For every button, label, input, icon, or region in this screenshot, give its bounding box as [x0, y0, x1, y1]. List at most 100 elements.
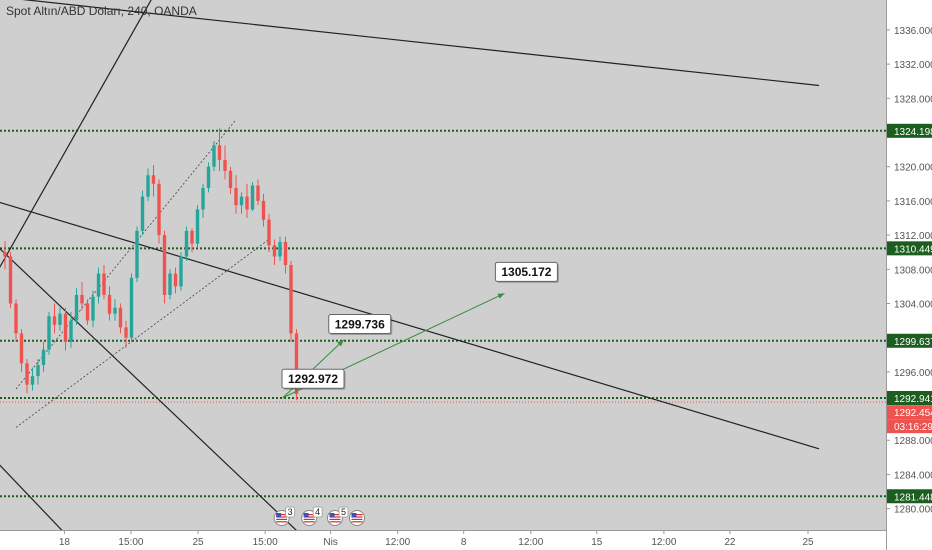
candle-body-52 [289, 265, 293, 334]
candle-body-53 [294, 333, 299, 395]
candle-body-15 [85, 303, 90, 321]
candle-body-6 [36, 365, 40, 377]
y-tick-label-9: 1316.000 [894, 197, 932, 208]
flag-stripe-0-0 [276, 514, 288, 516]
annotation-box-0 [281, 368, 345, 389]
price-axis[interactable]: 1280.0001284.0001288.0001292.0001296.000… [886, 0, 932, 550]
candle-body-2 [14, 303, 18, 334]
flag-stripe-1-1 [303, 516, 315, 518]
flag-canton-2 [329, 513, 335, 517]
us-flag-icon [349, 510, 365, 526]
flag-stripe-2-3 [329, 521, 341, 523]
flag-stripe-3-0 [351, 514, 363, 516]
current-price-tag [887, 405, 932, 420]
annotation-label-1: 1299.736 [335, 317, 385, 331]
candle-body-46 [256, 185, 260, 201]
x-tick-label-3: 15:00 [253, 537, 278, 548]
x-tick-label-7: 12:00 [518, 537, 543, 548]
candle-body-13 [74, 294, 79, 321]
event-count-1: 4 [315, 507, 320, 517]
projection-arrow-1 [497, 293, 505, 299]
candle-body-41 [228, 170, 233, 189]
candle-body-23 [129, 277, 134, 338]
level-tag-2 [887, 333, 932, 348]
channel-line-1 [15, 239, 270, 428]
y-tick-label-14: 1336.000 [894, 26, 932, 37]
y-tick-label-2: 1288.000 [894, 436, 932, 447]
candle-body-12 [69, 320, 73, 342]
candle-body-20 [113, 307, 117, 314]
horizontal-levels [0, 129, 886, 498]
x-tick-label-8: 15 [591, 537, 603, 548]
countdown-tag [887, 419, 932, 434]
countdown-label: 03:16:29 [894, 422, 932, 433]
candle-body-18 [102, 273, 106, 295]
trend-lines [0, 0, 820, 530]
x-tick-label-11: 25 [802, 537, 814, 548]
y-tick-label-1: 1284.000 [894, 470, 932, 481]
candle-body-48 [267, 219, 271, 246]
level-tag-1 [887, 241, 932, 256]
flag-stripe-0-1 [276, 516, 288, 518]
event-count-box-2 [338, 506, 349, 518]
candle-body-26 [146, 175, 150, 197]
flag-stripe-1-0 [303, 514, 315, 516]
flag-canton-3 [351, 513, 357, 517]
candle-body-50 [278, 241, 282, 257]
annotation-label-0: 1292.972 [288, 372, 338, 386]
flag-stripe-1-2 [303, 518, 315, 520]
candle-body-4 [25, 363, 29, 385]
trend-line-4 [0, 464, 63, 530]
candle-body-27 [151, 175, 156, 184]
time-axis-background [0, 530, 886, 550]
level-tag-label-3: 1292.941 [894, 394, 932, 405]
candle-body-14 [80, 294, 84, 304]
candle-body-49 [272, 245, 277, 257]
candle-body-29 [162, 235, 167, 295]
flag-canton-1 [303, 513, 309, 517]
x-tick-label-10: 22 [724, 537, 736, 548]
candle-body-47 [261, 200, 266, 220]
annotation-label-2: 1305.172 [501, 265, 551, 279]
trend-line-0 [21, 0, 820, 87]
candle-body-51 [283, 241, 288, 265]
y-tick-label-6: 1304.000 [894, 299, 932, 310]
candle-body-45 [250, 185, 255, 210]
candle-body-39 [217, 145, 222, 160]
candle-body-7 [41, 349, 46, 366]
candle-body-17 [96, 273, 101, 297]
flag-stripe-0-3 [276, 521, 288, 523]
candle-body-25 [140, 196, 145, 231]
candle-body-0 [3, 252, 7, 257]
candle-body-11 [63, 313, 68, 342]
candle-body-9 [52, 316, 57, 325]
candle-body-31 [173, 273, 178, 287]
candle-body-38 [212, 145, 216, 167]
trend-line-1 [0, 201, 820, 450]
candle-body-36 [201, 188, 205, 210]
flag-stripe-0-2 [276, 518, 288, 520]
y-tick-label-13: 1332.000 [894, 60, 932, 71]
event-markers: 3 4 5 [273, 506, 365, 526]
x-tick-label-6: 8 [461, 537, 467, 548]
candle-body-24 [135, 230, 139, 278]
candle-body-3 [19, 333, 24, 364]
time-axis[interactable]: 18 15:00 25 15:00 Nis 12:00 8 12:00 15 12:00 22 25 [0, 530, 886, 550]
flag-canton-0 [276, 513, 282, 517]
candle-body-5 [30, 376, 35, 385]
level-tag-0 [887, 123, 932, 138]
x-tick-label-4: Nis [323, 537, 337, 548]
event-count-2: 5 [341, 507, 346, 517]
x-tick-label-5: 12:00 [385, 537, 410, 548]
candle-body-28 [157, 183, 161, 236]
annotation-box-2 [494, 261, 558, 282]
candle-body-22 [124, 327, 128, 338]
candle-body-42 [234, 188, 238, 206]
candle-body-16 [91, 296, 95, 321]
candle-body-43 [239, 196, 244, 206]
annotation-box-1 [328, 313, 392, 334]
candle-body-21 [118, 307, 123, 328]
level-tag-label-1: 1310.449 [894, 244, 932, 255]
